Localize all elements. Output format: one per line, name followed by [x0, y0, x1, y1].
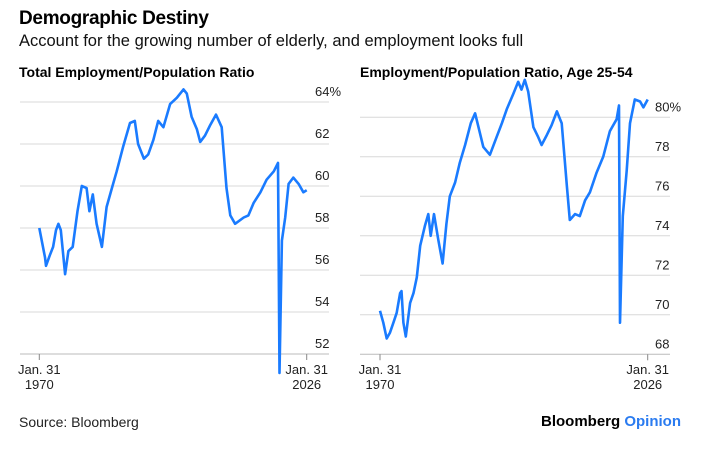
y-tick-label: 70	[655, 297, 669, 312]
x-tick-label: Jan. 31	[626, 362, 669, 377]
x-tick-label: Jan. 31	[285, 362, 328, 377]
x-tick-label: 1970	[25, 377, 54, 392]
source-note: Source: Bloomberg	[19, 414, 139, 430]
y-tick-label: 60	[315, 168, 329, 183]
right-chart-title: Employment/Population Ratio, Age 25-54	[360, 64, 633, 80]
y-tick-label: 62	[315, 126, 329, 141]
x-tick-label: 1970	[366, 377, 395, 392]
series-line	[38, 88, 308, 375]
y-tick-label: 56	[315, 252, 329, 267]
y-tick-label: 58	[315, 210, 329, 225]
x-tick-label: 2026	[292, 377, 321, 392]
y-tick-label: 54	[315, 294, 329, 309]
brand-suffix: Opinion	[624, 413, 681, 430]
left-chart-title: Total Employment/Population Ratio	[19, 64, 254, 80]
series-line	[378, 78, 649, 340]
y-tick-label: 68	[655, 336, 669, 351]
chart-title: Demographic Destiny	[19, 8, 209, 29]
brand-logo: Bloomberg Opinion	[541, 413, 681, 430]
chart-subtitle: Account for the growing number of elderl…	[19, 32, 524, 50]
y-tick-label: 74	[655, 218, 669, 233]
brand-name: Bloomberg	[541, 413, 621, 430]
y-tick-label: 78	[655, 139, 669, 154]
x-tick-label: Jan. 31	[359, 362, 402, 377]
y-tick-label: 52	[315, 336, 329, 351]
x-tick-label: Jan. 31	[18, 362, 61, 377]
y-tick-label: 76	[655, 178, 669, 193]
y-tick-label: 64%	[315, 84, 341, 99]
y-tick-label: 72	[655, 257, 669, 272]
x-tick-label: 2026	[633, 377, 662, 392]
y-tick-label: 80%	[655, 99, 681, 114]
